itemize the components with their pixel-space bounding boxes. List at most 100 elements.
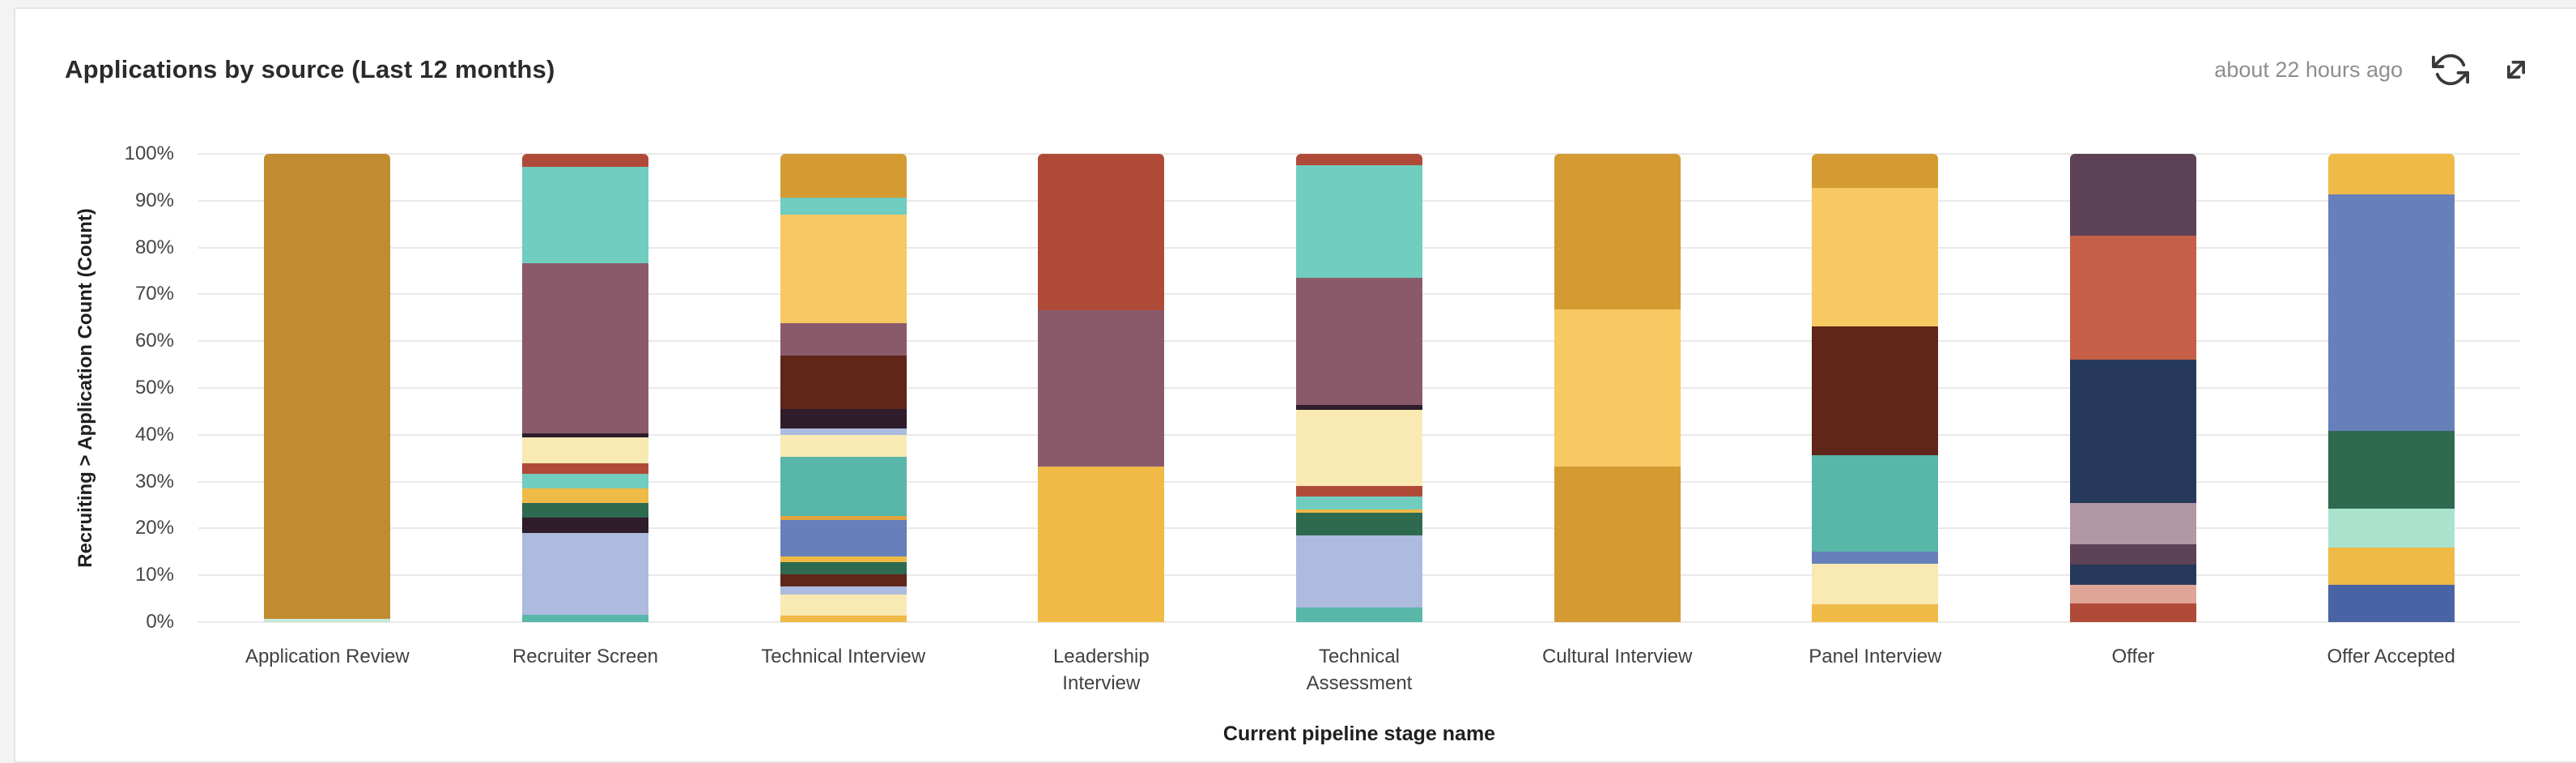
bar-segment[interactable] xyxy=(2327,194,2455,431)
bar-segment[interactable] xyxy=(522,462,648,474)
bar-segment[interactable] xyxy=(780,515,907,520)
x-tick-label: Recruiter Screen xyxy=(512,646,659,667)
bar-segment[interactable] xyxy=(1296,509,1422,514)
bar-segment[interactable] xyxy=(522,532,648,616)
gridline xyxy=(198,621,2520,623)
bar-segment[interactable] xyxy=(780,573,907,587)
y-tick-label: 100% xyxy=(124,143,174,164)
x-tick-label: Technical Assessment xyxy=(1306,646,1413,694)
x-tick-label: Panel Interview xyxy=(1809,646,1942,667)
stacked-bar-technical-assessment xyxy=(1296,154,1422,622)
stacked-bar-offer xyxy=(2070,154,2196,622)
x-tick-label: Offer Accepted xyxy=(2327,646,2455,667)
bar-segment[interactable] xyxy=(522,262,648,434)
bar-segment[interactable] xyxy=(522,437,648,463)
bar-segment[interactable] xyxy=(1296,154,1422,165)
bar-segment[interactable] xyxy=(1812,326,1939,455)
bar-segment[interactable] xyxy=(1296,164,1422,279)
bar-segment[interactable] xyxy=(2327,547,2455,585)
y-tick-label: 70% xyxy=(134,283,174,305)
bar-segment[interactable] xyxy=(2070,564,2196,585)
x-axis-labels: Application Review Recruiter Screen Techni… xyxy=(198,643,2520,724)
bar-segment[interactable] xyxy=(1812,564,1939,605)
bar-segment[interactable] xyxy=(1296,497,1422,509)
stacked-bar-recruiter-screen xyxy=(522,154,648,622)
bar-segment[interactable] xyxy=(780,519,907,556)
stacked-bar-leadership-interview xyxy=(1038,154,1165,622)
bar-segment[interactable] xyxy=(264,154,391,619)
y-tick-label: 50% xyxy=(134,377,174,399)
bar-segment[interactable] xyxy=(1038,154,1165,311)
x-tick-label: Offer xyxy=(2111,646,2155,667)
bar-segment[interactable] xyxy=(2070,584,2196,604)
bar-segment[interactable] xyxy=(2327,430,2455,509)
x-tick-label: Technical Interview xyxy=(761,646,926,667)
bar-segment[interactable] xyxy=(780,594,907,616)
bar-segment[interactable] xyxy=(522,488,648,504)
bar-segment[interactable] xyxy=(780,322,907,356)
x-tick-label: Cultural Interview xyxy=(1541,646,1693,667)
bar-segment[interactable] xyxy=(2327,154,2455,194)
bar-segment[interactable] xyxy=(1038,466,1165,622)
bar-segment[interactable] xyxy=(1296,607,1422,622)
bar-segment[interactable] xyxy=(522,433,648,437)
bar-segment[interactable] xyxy=(264,618,391,622)
bar-segment[interactable] xyxy=(780,561,907,574)
bar-segment[interactable] xyxy=(522,518,648,533)
expand-button[interactable] xyxy=(2498,52,2534,87)
bar-segment[interactable] xyxy=(1554,466,1681,622)
widget-title: Applications by source (Last 12 months) xyxy=(65,55,555,83)
stacked-bar-offer-accepted xyxy=(2327,154,2455,622)
bars xyxy=(198,154,2520,622)
refresh-button[interactable] xyxy=(2432,51,2469,88)
bar-segment[interactable] xyxy=(780,409,907,428)
bar-segment[interactable] xyxy=(1296,405,1422,410)
widget-header-actions: about 22 hours ago xyxy=(2214,47,2534,92)
y-tick-label: 20% xyxy=(134,517,174,539)
bar-segment[interactable] xyxy=(2070,154,2196,237)
bar-segment[interactable] xyxy=(2070,544,2196,565)
bar-segment[interactable] xyxy=(780,556,907,562)
stacked-bar-panel-interview xyxy=(1812,154,1939,622)
bar-segment[interactable] xyxy=(780,615,907,622)
bar-segment[interactable] xyxy=(522,166,648,263)
bar-segment[interactable] xyxy=(522,615,648,622)
bar-segment[interactable] xyxy=(2327,584,2455,622)
bar-segment[interactable] xyxy=(2070,236,2196,360)
bar-segment[interactable] xyxy=(2070,360,2196,504)
y-tick-label: 60% xyxy=(134,330,174,352)
bar-segment[interactable] xyxy=(780,586,907,595)
stacked-bar-application-review xyxy=(264,154,391,622)
bar-segment[interactable] xyxy=(780,355,907,410)
bar-segment[interactable] xyxy=(780,197,907,215)
bar-segment[interactable] xyxy=(522,503,648,518)
bar-segment[interactable] xyxy=(1554,309,1681,467)
bar-segment[interactable] xyxy=(1812,551,1939,565)
bar-segment[interactable] xyxy=(2070,603,2196,622)
bar-segment[interactable] xyxy=(1296,535,1422,607)
plot-area xyxy=(198,153,2520,623)
bar-segment[interactable] xyxy=(1812,154,1939,188)
y-tick-label: 0% xyxy=(146,611,174,633)
bar-segment[interactable] xyxy=(522,154,648,167)
bar-segment[interactable] xyxy=(1554,154,1681,310)
bar-segment[interactable] xyxy=(1296,278,1422,406)
bar-segment[interactable] xyxy=(780,428,907,435)
bar-segment[interactable] xyxy=(1812,454,1939,552)
bar-segment[interactable] xyxy=(780,456,907,516)
bar-segment[interactable] xyxy=(1296,409,1422,486)
bar-segment[interactable] xyxy=(1812,604,1939,622)
bar-segment[interactable] xyxy=(2070,503,2196,545)
bar-segment[interactable] xyxy=(1038,310,1165,467)
bar-segment[interactable] xyxy=(1296,513,1422,536)
bar-segment[interactable] xyxy=(780,154,907,198)
bar-segment[interactable] xyxy=(780,214,907,323)
bar-segment[interactable] xyxy=(780,434,907,457)
x-axis-title: Current pipeline stage name xyxy=(1222,723,1496,745)
refresh-icon xyxy=(2432,51,2469,88)
bar-segment[interactable] xyxy=(2327,509,2455,548)
bar-segment[interactable] xyxy=(1812,187,1939,327)
bar-segment[interactable] xyxy=(1296,485,1422,497)
bar-segment[interactable] xyxy=(522,473,648,489)
expand-icon xyxy=(2498,52,2534,87)
